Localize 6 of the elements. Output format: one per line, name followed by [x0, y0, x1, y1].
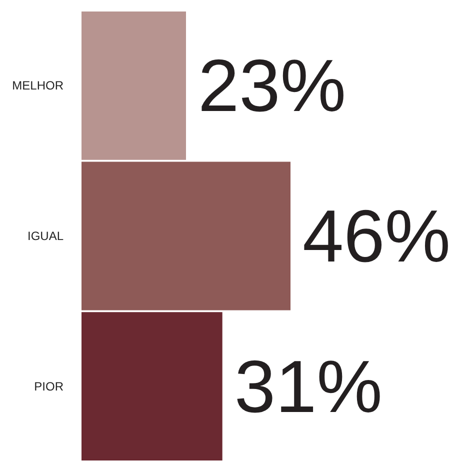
y-tick-label: MELHOR — [12, 78, 64, 93]
y-tick-label: IGUAL — [27, 229, 64, 243]
data-label: 46% — [302, 194, 451, 278]
y-tick-label: PIOR — [34, 379, 64, 394]
data-label: 31% — [234, 344, 382, 428]
data-label: 23% — [198, 44, 346, 128]
